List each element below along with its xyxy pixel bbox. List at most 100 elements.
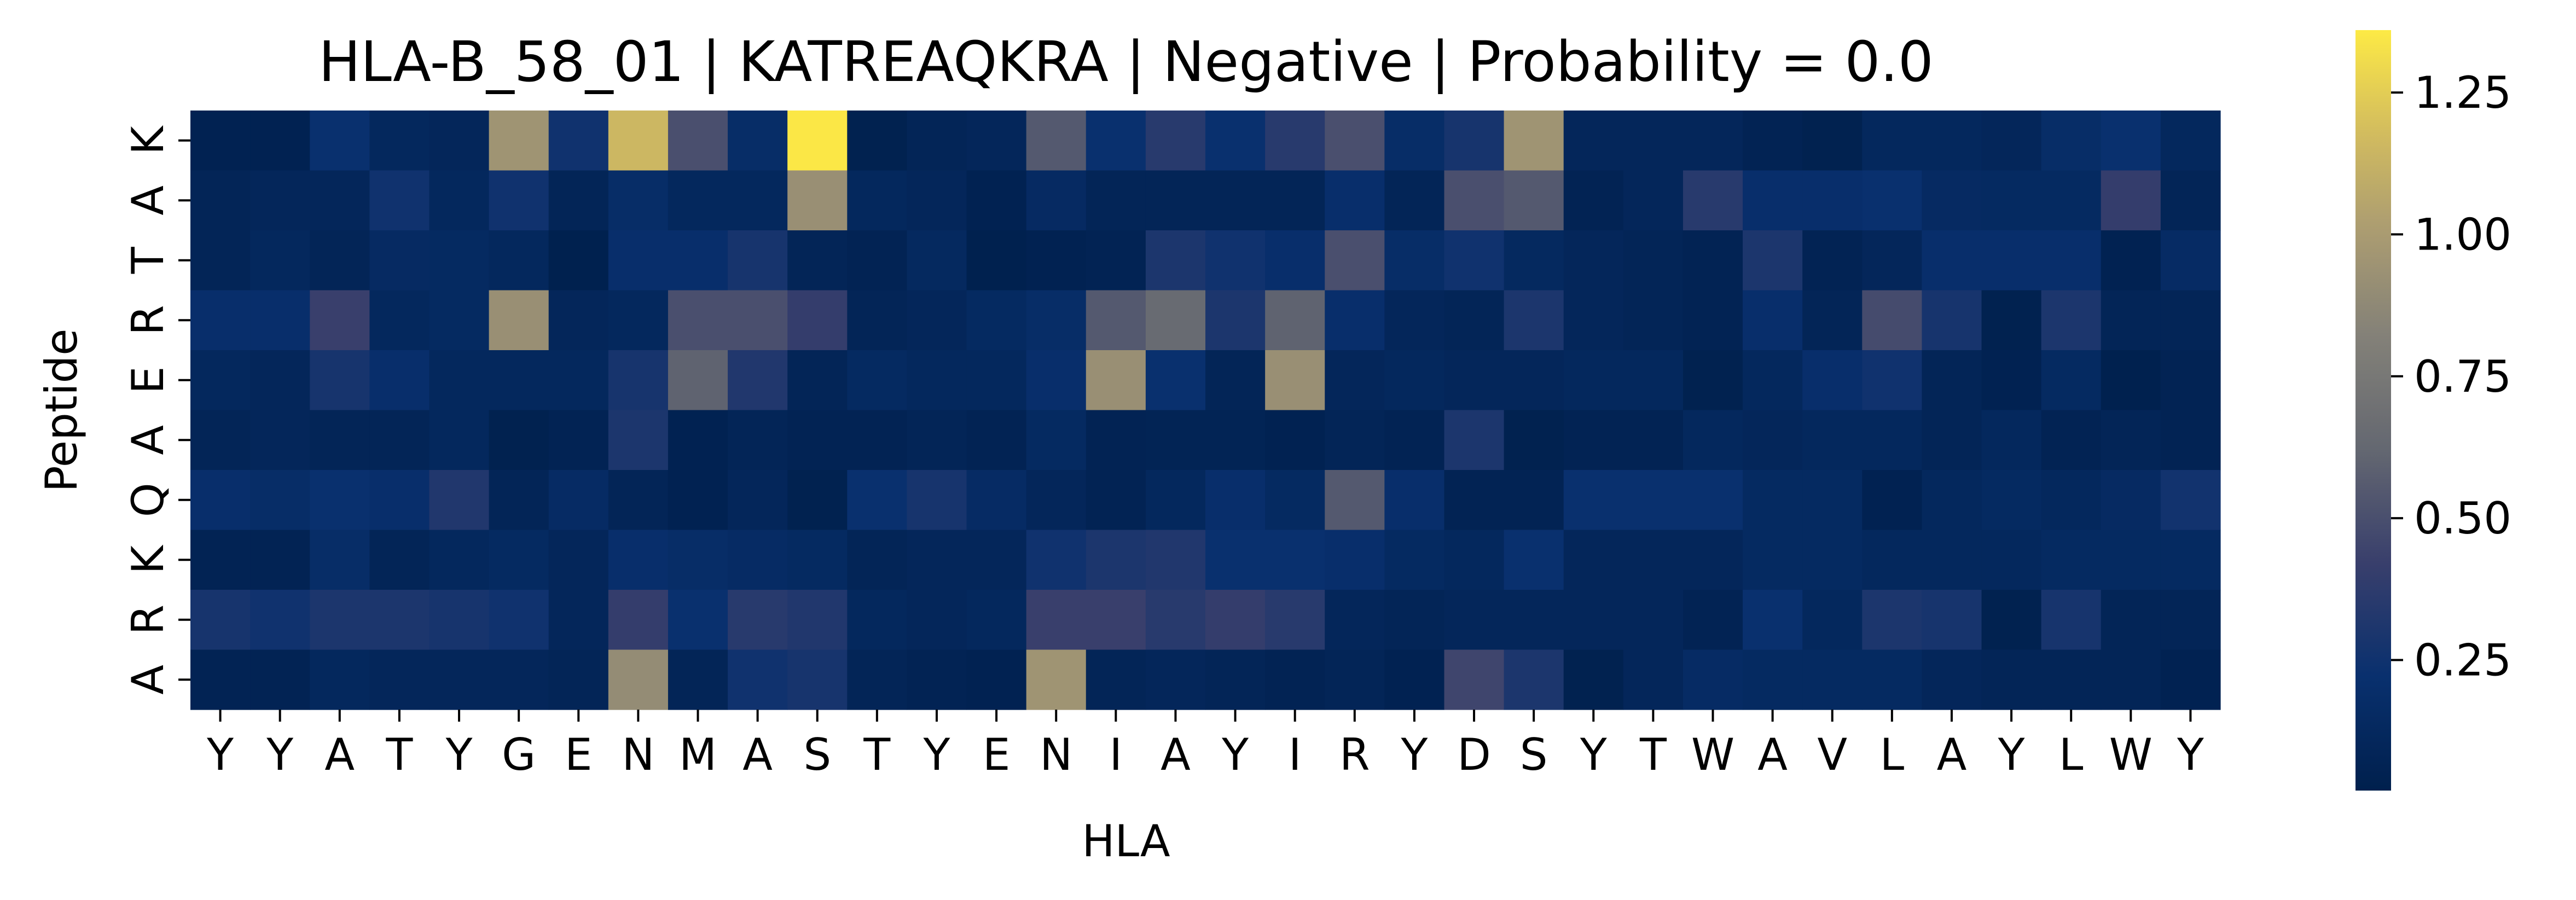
- heatmap-cell: [429, 530, 490, 590]
- x-tick-label: V: [1817, 729, 1847, 780]
- heatmap-cell: [787, 649, 848, 710]
- heatmap-cell: [1802, 470, 1863, 531]
- y-tick-label: R: [123, 305, 173, 335]
- heatmap-cell: [1563, 290, 1624, 351]
- chart-title: HLA-B_58_01 | KATREAQKRA | Negative | Pr…: [318, 30, 1933, 95]
- colorbar-ticks: 0.25 0.50 0.75 1.00 1.25: [2391, 67, 2511, 686]
- heatmap-cell: [1384, 470, 1445, 531]
- heatmap-cell: [1802, 230, 1863, 291]
- heatmap-cell: [1265, 590, 1325, 651]
- heatmap-cell: [847, 649, 908, 710]
- heatmap-cell: [250, 649, 310, 710]
- y-tick-label: R: [123, 605, 173, 635]
- heatmap-cell: [250, 410, 310, 471]
- heatmap-cell: [728, 530, 788, 590]
- heatmap-cell: [2041, 290, 2102, 351]
- heatmap-cell: [668, 111, 728, 171]
- heatmap-cell: [847, 530, 908, 590]
- heatmap-cell: [907, 590, 967, 651]
- heatmap-cell: [1922, 470, 1982, 531]
- heatmap-cell: [190, 530, 251, 590]
- x-tick-label: D: [1457, 729, 1491, 780]
- heatmap-cell: [548, 170, 609, 231]
- heatmap-cell: [2160, 530, 2221, 590]
- heatmap-cell: [489, 350, 549, 411]
- heatmap-cell: [608, 170, 669, 231]
- heatmap-cell: [907, 290, 967, 351]
- heatmap-cell: [1086, 111, 1146, 171]
- heatmap-cell: [1623, 170, 1684, 231]
- heatmap-cell: [728, 350, 788, 411]
- heatmap-cell: [2041, 530, 2102, 590]
- heatmap-cell: [966, 470, 1027, 531]
- heatmap-cell: [787, 290, 848, 351]
- heatmap-cell: [2160, 290, 2221, 351]
- y-tick-label: K: [123, 544, 173, 574]
- heatmap-cell: [1444, 350, 1505, 411]
- heatmap-cell: [2041, 230, 2102, 291]
- heatmap-cell: [1504, 530, 1564, 590]
- heatmap-cell: [1862, 590, 1923, 651]
- heatmap-cell: [966, 230, 1027, 291]
- heatmap-cell: [1922, 530, 1982, 590]
- x-tick-label: Y: [2177, 729, 2204, 780]
- heatmap-cell: [2041, 470, 2102, 531]
- y-tick-label: A: [123, 665, 173, 695]
- heatmap-cell: [2041, 111, 2102, 171]
- heatmap-cell: [1205, 649, 1266, 710]
- heatmap-cell: [787, 470, 848, 531]
- heatmap-cell: [548, 230, 609, 291]
- heatmap-cell: [1026, 230, 1087, 291]
- heatmap-cell: [250, 530, 310, 590]
- heatmap-cell: [429, 230, 490, 291]
- heatmap-cell: [1623, 111, 1684, 171]
- heatmap-cell: [1384, 111, 1445, 171]
- heatmap-cell: [1563, 590, 1624, 651]
- heatmap-cell: [190, 470, 251, 531]
- heatmap-cell: [1862, 470, 1923, 531]
- heatmap-cell: [668, 649, 728, 710]
- x-tick-label: W: [2109, 729, 2153, 780]
- heatmap-cell: [1325, 350, 1385, 411]
- heatmap-cell: [728, 170, 788, 231]
- heatmap-cell: [2101, 350, 2161, 411]
- heatmap-cell: [1862, 230, 1923, 291]
- heatmap-cell: [1862, 410, 1923, 471]
- heatmap-cell: [1682, 350, 1743, 411]
- heatmap-cell: [1623, 290, 1684, 351]
- heatmap-cell: [369, 470, 430, 531]
- heatmap-cell: [1981, 111, 2042, 171]
- heatmap-cell: [250, 470, 310, 531]
- heatmap-cell: [2160, 170, 2221, 231]
- x-tick-label: Y: [923, 729, 951, 780]
- heatmap-cell: [1802, 410, 1863, 471]
- heatmap-cell: [1444, 649, 1505, 710]
- heatmap-cell: [1922, 410, 1982, 471]
- heatmap-cell: [1145, 530, 1206, 590]
- heatmap-cell: [966, 290, 1027, 351]
- heatmap-cell: [190, 410, 251, 471]
- heatmap-cell: [907, 649, 967, 710]
- heatmap-cell: [787, 350, 848, 411]
- heatmap-cell: [548, 350, 609, 411]
- heatmap-cell: [250, 111, 310, 171]
- heatmap-cell: [668, 350, 728, 411]
- heatmap-cell: [1086, 290, 1146, 351]
- heatmap-cell: [310, 649, 370, 710]
- heatmap-cell: [787, 530, 848, 590]
- heatmap-cell: [907, 530, 967, 590]
- heatmap-cell: [2101, 111, 2161, 171]
- x-tick-label: L: [1880, 729, 1905, 780]
- heatmap-cell: [1981, 590, 2042, 651]
- heatmap-cell: [1026, 470, 1087, 531]
- heatmap-cell: [369, 111, 430, 171]
- heatmap-cell: [1444, 470, 1505, 531]
- colorbar-tick-label: 1.00: [2414, 209, 2511, 260]
- x-tick-label: N: [622, 729, 654, 780]
- heatmap-cell: [489, 230, 549, 291]
- heatmap-cell: [728, 470, 788, 531]
- heatmap-cell: [1743, 590, 1803, 651]
- x-tick-label: A: [324, 729, 355, 780]
